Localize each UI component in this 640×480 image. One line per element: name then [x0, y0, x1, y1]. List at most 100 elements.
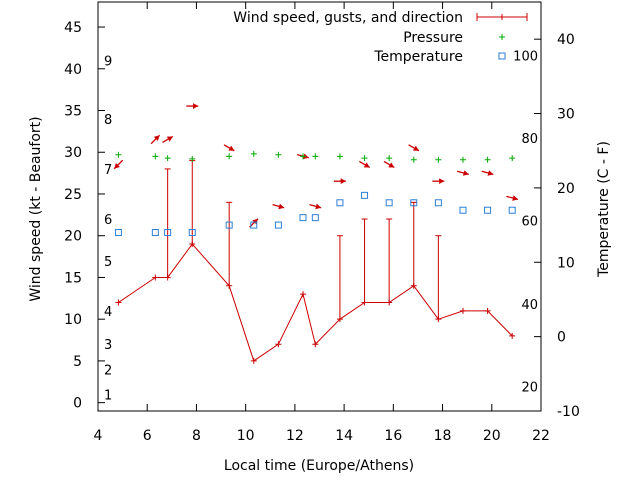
wind-direction-arrow-head	[315, 203, 322, 210]
pressure-point	[152, 153, 159, 160]
wind-direction-arrow-head	[487, 170, 494, 176]
temperature-point	[410, 199, 418, 207]
beaufort-label: 5	[104, 255, 112, 270]
pressure-point	[189, 155, 196, 162]
y-tick-label: 10	[64, 312, 82, 328]
y-tick-label: 40	[64, 62, 82, 78]
beaufort-label: 4	[104, 305, 112, 320]
pressure-point	[386, 155, 393, 162]
beaufort-label: 8	[104, 113, 112, 128]
y2-tick-label: 10	[557, 255, 575, 271]
legend-pressure-point	[499, 34, 505, 40]
pressure-point	[250, 150, 257, 157]
legend-label: Pressure	[403, 30, 463, 46]
wind-direction-arrow-head	[363, 162, 370, 168]
temperature-point	[311, 214, 319, 222]
plot-axes: 4 6 8 10 12 14 16 18 20 22051015202530354045-1001…	[64, 1, 580, 444]
x-axis-label: Local time (Europe/Athens)	[224, 458, 414, 474]
legend-label: Temperature	[373, 49, 463, 65]
y-tick-label: 35	[64, 104, 82, 120]
wind-speed-point	[312, 341, 319, 348]
temperature-point	[188, 229, 196, 237]
x-tick-label: 18	[434, 428, 452, 444]
temperature-point	[151, 229, 159, 237]
beaufort-label: 1	[104, 388, 112, 403]
temperature-point	[459, 206, 467, 214]
wind-speed-point	[250, 357, 257, 364]
beaufort-label: 2	[104, 363, 112, 378]
beaufort-label: 6	[104, 213, 112, 228]
pressure-point	[164, 155, 171, 162]
pressure-point	[410, 156, 417, 163]
wind-direction-arrow-head	[512, 195, 518, 201]
wind-speed-point	[152, 274, 159, 281]
pressure-point	[300, 153, 307, 160]
wind-direction-arrow-head	[193, 103, 199, 109]
y-tick-label: 15	[64, 270, 82, 286]
pressure-point	[115, 151, 122, 158]
wind-direction-arrow-head	[278, 203, 285, 210]
wind-direction-arrow-head	[439, 178, 445, 185]
x-tick-label: 12	[286, 428, 304, 444]
fahrenheit-label: 40	[521, 298, 538, 313]
x-tick-label: 14	[335, 428, 353, 444]
pressure-point	[435, 156, 442, 163]
x-tick-label: 22	[532, 428, 550, 444]
pressure-point	[361, 155, 368, 162]
temperature-point	[274, 221, 282, 229]
plot-frame	[97, 1, 542, 412]
wind-direction-arrow-head	[462, 170, 469, 176]
wind-direction-arrow-head	[412, 145, 419, 151]
wind-direction-arrow-head	[114, 162, 120, 169]
temperature-point	[434, 199, 442, 207]
wind-direction-arrow-head	[340, 178, 346, 185]
temperature-point	[250, 221, 258, 229]
legend: Wind speed, gusts, and direction Pressure…	[233, 10, 528, 65]
y-tick-label: 30	[64, 145, 82, 161]
temperature-point	[361, 191, 369, 199]
fahrenheit-label: 100	[513, 50, 538, 65]
pressure-point	[509, 155, 516, 162]
plot-marks	[113, 103, 519, 364]
fahrenheit-label: 20	[521, 380, 538, 395]
pressure-point	[226, 153, 233, 160]
y-tick-label: 45	[64, 20, 82, 36]
y-tick-label: 25	[64, 187, 82, 203]
wind-direction-arrow-head	[153, 135, 160, 141]
beaufort-label: 7	[104, 163, 112, 178]
fahrenheit-label: 80	[521, 132, 538, 147]
y2-tick-label: 30	[557, 107, 575, 123]
y-tick-label: 20	[64, 229, 82, 245]
pressure-point	[336, 153, 343, 160]
wind-speed-point	[459, 307, 466, 314]
fahrenheit-label: 60	[521, 215, 538, 230]
wind-speed-point	[509, 332, 516, 339]
y2-tick-label: 40	[557, 32, 575, 48]
pressure-point	[459, 156, 466, 163]
y2-axis-label: Temperature (C - F)	[596, 141, 612, 278]
pressure-point	[275, 151, 282, 158]
wind-direction-arrow-head	[166, 136, 173, 142]
temperature-point	[484, 206, 492, 214]
wind-speed-point	[300, 291, 307, 298]
y2-tick-label: 0	[557, 330, 566, 346]
temperature-point	[508, 206, 516, 214]
beaufort-label: 9	[104, 54, 112, 69]
wind-speed-point	[275, 341, 282, 348]
y-axis-label: Wind speed (kt - Beaufort)	[28, 116, 44, 301]
temperature-point	[385, 199, 393, 207]
legend-label: Wind speed, gusts, and direction	[233, 10, 463, 26]
temperature-point	[114, 229, 122, 237]
temperature-point	[164, 229, 172, 237]
x-tick-label: 20	[483, 428, 501, 444]
x-tick-label: 10	[237, 428, 255, 444]
wind-speed-point	[115, 299, 122, 306]
pressure-point	[484, 156, 491, 163]
pressure-point	[312, 153, 319, 160]
y-tick-label: 0	[73, 396, 82, 412]
y-tick-label: 5	[73, 354, 82, 370]
legend-temperature-point	[498, 52, 506, 60]
y2-tick-label: 20	[557, 181, 575, 197]
x-tick-label: 8	[192, 428, 201, 444]
